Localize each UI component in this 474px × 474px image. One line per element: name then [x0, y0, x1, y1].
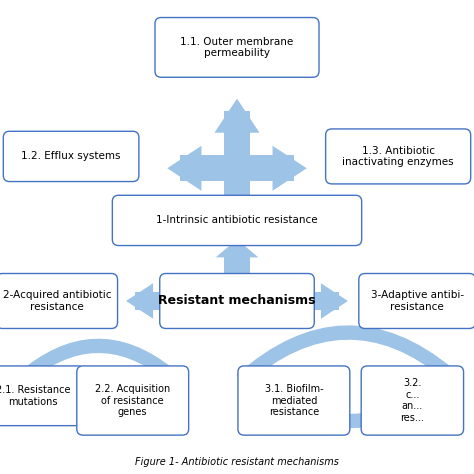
- FancyBboxPatch shape: [359, 273, 474, 328]
- Text: 1.3. Antibiotic
inactivating enzymes: 1.3. Antibiotic inactivating enzymes: [342, 146, 454, 167]
- FancyArrowPatch shape: [21, 369, 180, 414]
- Polygon shape: [167, 146, 201, 191]
- Polygon shape: [321, 283, 348, 319]
- FancyBboxPatch shape: [361, 366, 464, 435]
- Text: 2.2. Acquisition
of resistance
genes: 2.2. Acquisition of resistance genes: [95, 384, 170, 417]
- FancyBboxPatch shape: [155, 18, 319, 77]
- Text: 3.2.
c...
an...
res...: 3.2. c... an... res...: [401, 378, 424, 423]
- Polygon shape: [126, 283, 153, 319]
- FancyBboxPatch shape: [326, 129, 471, 184]
- FancyArrowPatch shape: [237, 326, 456, 384]
- Polygon shape: [273, 146, 307, 191]
- FancyBboxPatch shape: [77, 366, 189, 435]
- Polygon shape: [216, 239, 258, 257]
- FancyArrowPatch shape: [241, 369, 459, 428]
- FancyBboxPatch shape: [180, 155, 294, 181]
- FancyBboxPatch shape: [135, 292, 339, 310]
- FancyBboxPatch shape: [224, 111, 250, 225]
- Polygon shape: [214, 204, 259, 238]
- FancyBboxPatch shape: [0, 366, 84, 426]
- Polygon shape: [214, 99, 259, 133]
- Text: Figure 1- Antibiotic resistant mechanisms: Figure 1- Antibiotic resistant mechanism…: [135, 457, 339, 467]
- Text: 1.1. Outer membrane
permeability: 1.1. Outer membrane permeability: [181, 36, 293, 58]
- Text: 2-Acquired antibiotic
resistance: 2-Acquired antibiotic resistance: [3, 290, 111, 312]
- FancyBboxPatch shape: [112, 195, 362, 246]
- FancyBboxPatch shape: [160, 273, 314, 328]
- FancyBboxPatch shape: [224, 257, 250, 280]
- Text: Resistant mechanisms: Resistant mechanisms: [158, 294, 316, 308]
- FancyBboxPatch shape: [0, 273, 118, 328]
- Text: 3.1. Biofilm-
mediated
resistance: 3.1. Biofilm- mediated resistance: [264, 384, 323, 417]
- Text: 2.1. Resistance
mutations: 2.1. Resistance mutations: [0, 385, 71, 407]
- FancyBboxPatch shape: [3, 131, 139, 182]
- FancyBboxPatch shape: [238, 366, 350, 435]
- Text: 1-Intrinsic antibiotic resistance: 1-Intrinsic antibiotic resistance: [156, 215, 318, 226]
- FancyArrowPatch shape: [17, 339, 176, 384]
- Text: 1.2. Efflux systems: 1.2. Efflux systems: [21, 151, 121, 162]
- Text: 3-Adaptive antibi-
resistance: 3-Adaptive antibi- resistance: [371, 290, 464, 312]
